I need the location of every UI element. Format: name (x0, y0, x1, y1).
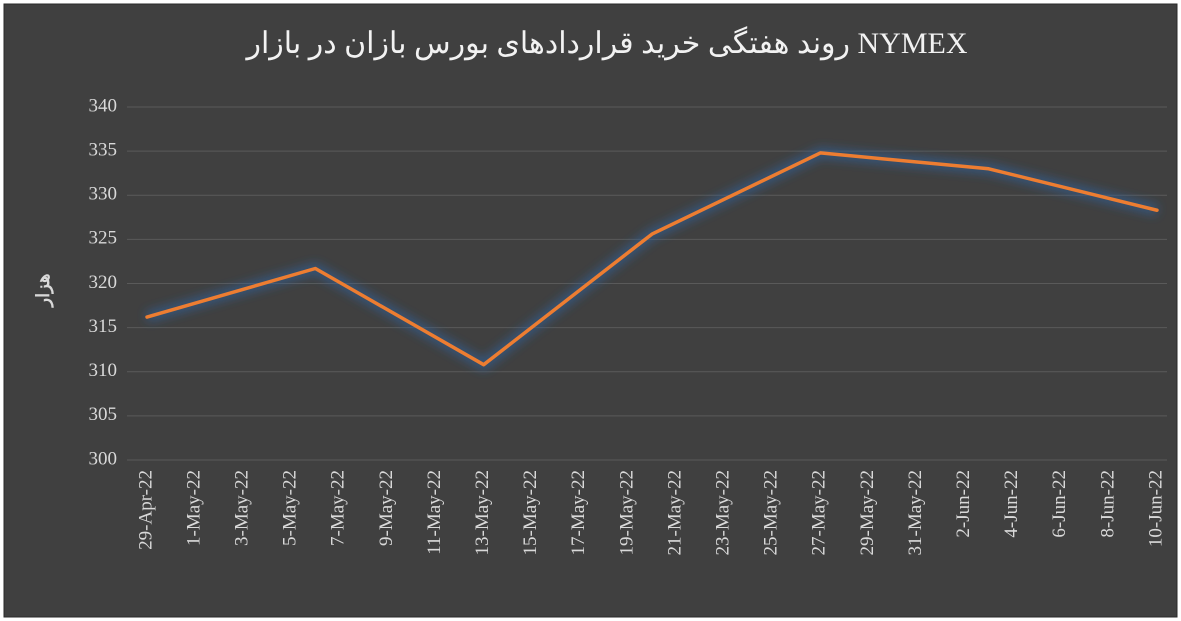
y-tick-label: 305 (89, 404, 118, 425)
y-tick-label: 340 (89, 95, 118, 116)
x-tick-label: 2-Jun-22 (953, 470, 974, 538)
y-tick-label: 335 (89, 139, 118, 160)
chart-background (3, 3, 1178, 618)
x-tick-label: 1-May-22 (183, 470, 204, 546)
y-tick-label: 300 (89, 448, 118, 469)
x-tick-label: 15-May-22 (520, 470, 541, 555)
x-tick-label: 6-Jun-22 (1049, 470, 1070, 538)
x-tick-label: 17-May-22 (568, 470, 589, 555)
x-tick-label: 29-Apr-22 (135, 470, 156, 550)
x-tick-label: 21-May-22 (664, 470, 685, 555)
x-tick-label: 31-May-22 (905, 470, 926, 555)
x-tick-label: 23-May-22 (713, 470, 734, 555)
x-tick-label: 10-Jun-22 (1145, 470, 1166, 547)
x-tick-label: 3-May-22 (232, 470, 253, 546)
x-tick-label: 4-Jun-22 (1001, 470, 1022, 538)
x-tick-label: 29-May-22 (857, 470, 878, 555)
x-tick-label: 27-May-22 (809, 470, 830, 555)
line (145, 151, 1159, 367)
chart-title: روند هفتگی خرید قراردادهای بورس بازان در… (244, 26, 967, 61)
y-tick-label: 315 (89, 316, 118, 337)
x-tick-label: 25-May-22 (761, 470, 782, 555)
y-tick-label: 320 (89, 272, 118, 293)
x-tick-label: 8-Jun-22 (1097, 470, 1118, 538)
x-tick-label: 9-May-22 (376, 470, 397, 546)
x-tick-label: 13-May-22 (472, 470, 493, 555)
x-tick-label: 19-May-22 (616, 470, 637, 555)
y-axis-label: هزار (33, 273, 54, 308)
x-tick-label: 5-May-22 (280, 470, 301, 546)
y-tick-label: 310 (89, 360, 118, 381)
x-tick-label: 7-May-22 (328, 470, 349, 546)
y-tick-label: 325 (89, 228, 118, 249)
x-tick-label: 11-May-22 (424, 470, 445, 555)
y-tick-label: 330 (89, 184, 118, 205)
